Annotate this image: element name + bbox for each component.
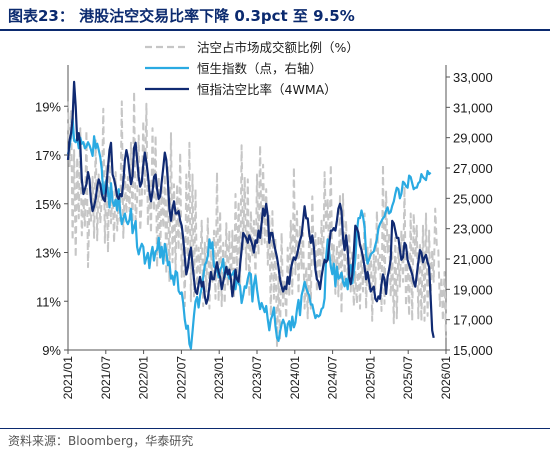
series-line-3	[66, 80, 435, 339]
right-tick-label: 15,000	[453, 343, 493, 358]
series-line-2	[66, 116, 432, 350]
right-tick-label: 25,000	[453, 191, 493, 206]
x-tick-label: 2026/01	[439, 356, 453, 400]
x-tick-label: 2023/01	[212, 356, 226, 400]
right-tick-label: 23,000	[453, 222, 493, 237]
chart-title: 图表23： 港股沽空交易比率下降 0.3pct 至 9.5%	[8, 7, 355, 25]
right-tick-label: 19,000	[453, 282, 493, 297]
legend-label-3: 恒指沽空比率（4WMA）	[197, 82, 337, 97]
right-tick-label: 29,000	[453, 131, 493, 146]
x-tick-label: 2023/07	[250, 356, 264, 400]
right-tick-label: 17,000	[453, 313, 493, 328]
right-tick-label: 21,000	[453, 252, 493, 267]
source-divider	[0, 428, 550, 429]
legend-label-1: 沽空占市场成交额比例（%）	[197, 40, 359, 55]
right-tick-label: 33,000	[453, 70, 493, 85]
left-tick-label: 11%	[36, 294, 61, 309]
left-tick-label: 13%	[35, 246, 61, 261]
left-tick-label: 15%	[35, 197, 61, 212]
source-note: 资料来源：Bloomberg，华泰研究	[8, 434, 194, 448]
left-tick-label: 19%	[35, 99, 61, 114]
x-tick-label: 2024/07	[326, 356, 340, 400]
x-tick-label: 2022/01	[137, 356, 151, 400]
x-tick-label: 2025/07	[401, 356, 415, 400]
x-tick-label: 2024/01	[288, 356, 302, 400]
series-line-1	[67, 90, 447, 349]
right-tick-label: 31,000	[453, 100, 493, 115]
x-tick-label: 2025/01	[363, 356, 377, 400]
left-tick-label: 17%	[35, 148, 61, 163]
title-divider	[0, 29, 550, 31]
chart-ticks: 9% 11% 13% 15% 17% 19% 15,000 17,000 19,000 21,00…	[35, 70, 493, 399]
x-tick-label: 2022/07	[174, 356, 188, 400]
left-tick-label: 9%	[42, 343, 61, 358]
right-tick-label: 27,000	[453, 161, 493, 176]
legend-label-2: 恒生指数（点，右轴）	[197, 61, 322, 76]
chart-series-group	[66, 80, 447, 350]
x-tick-label: 2021/07	[99, 356, 113, 400]
x-tick-label: 2021/01	[61, 356, 75, 400]
chart: 9% 11% 13% 15% 17% 19% 15,000 17,000 19,000 21,00…	[35, 40, 493, 399]
chart-legend: 沽空占市场成交额比例（%） 恒生指数（点，右轴） 恒指沽空比率（4WMA）	[145, 40, 359, 97]
